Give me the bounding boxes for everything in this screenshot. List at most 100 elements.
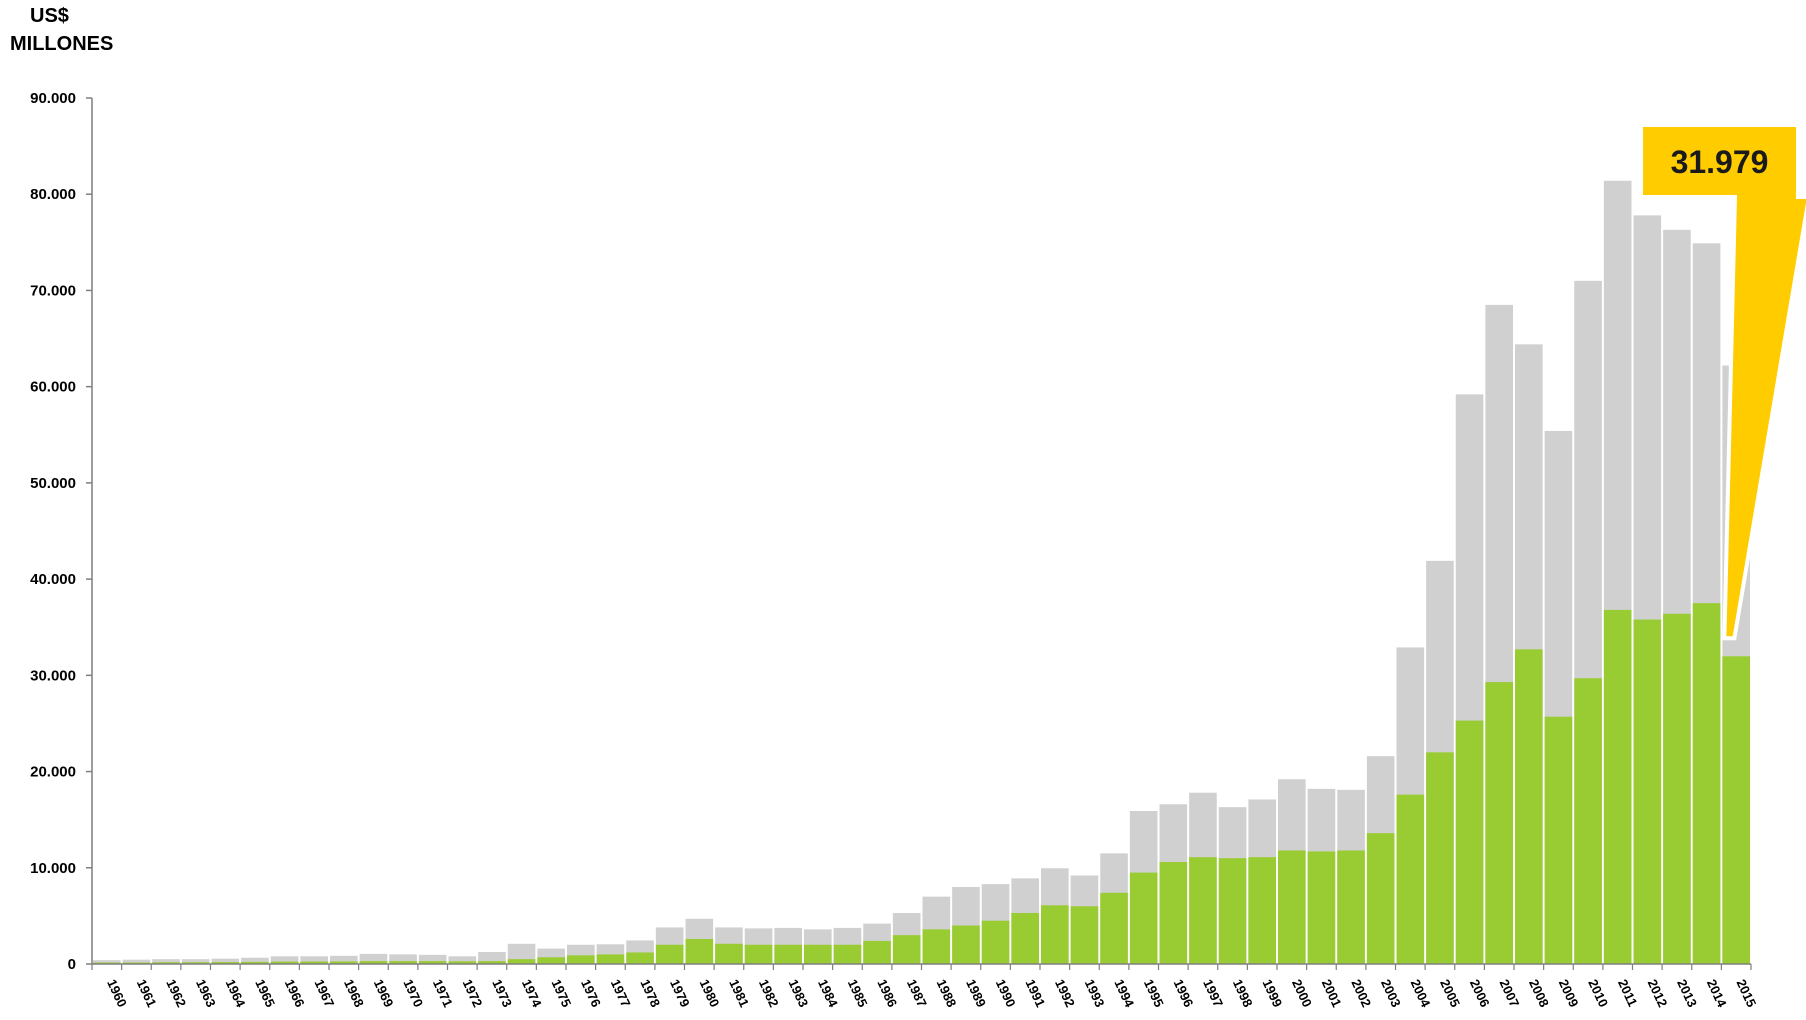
- x-tick-label-2011: 2011: [1615, 977, 1641, 1009]
- y-tick-label: 70.000: [30, 282, 76, 299]
- callout-value: 31.979: [1671, 144, 1769, 180]
- bar-part-1999: [1248, 857, 1276, 964]
- callout-shape: [1639, 123, 1806, 641]
- bar-part-1995: [1129, 872, 1158, 964]
- x-tick-label-2014: 2014: [1704, 977, 1730, 1010]
- bar-part-2015: [1722, 656, 1750, 964]
- bar-part-1980: [685, 938, 714, 964]
- bar-part-1981: [715, 943, 743, 964]
- bar-part-2001: [1307, 851, 1336, 964]
- y-tick-label: 50.000: [30, 475, 76, 492]
- x-tick-label-1995: 1995: [1141, 977, 1167, 1010]
- x-tick-label-1965: 1965: [252, 977, 278, 1010]
- bar-part-1963: [181, 962, 210, 964]
- x-tick-label-2005: 2005: [1437, 977, 1463, 1010]
- bar-part-1970: [389, 961, 417, 964]
- bar-part-1998: [1218, 858, 1247, 964]
- bar-part-1966: [270, 961, 299, 964]
- bar-part-1965: [241, 961, 269, 964]
- bar-total-1973: [478, 951, 506, 964]
- y-tick-label: 10.000: [30, 860, 76, 877]
- bar-part-2005: [1426, 752, 1454, 964]
- x-tick-label-1984: 1984: [815, 977, 841, 1010]
- x-tick-label-2013: 2013: [1674, 977, 1700, 1010]
- bar-total-1964: [211, 958, 240, 964]
- x-tick-label-1993: 1993: [1082, 977, 1108, 1010]
- x-tick-label-1979: 1979: [667, 977, 693, 1010]
- y-ticks: 0 10.000 20.000 30.000 40.000 50.000 60.000 70.…: [30, 90, 92, 973]
- x-tick-label-1967: 1967: [311, 977, 337, 1010]
- x-tick-label-1973: 1973: [489, 977, 515, 1010]
- x-tick-label-1986: 1986: [874, 977, 900, 1010]
- x-tick-label-1991: 1991: [1022, 977, 1048, 1010]
- bar-part-1989: [952, 925, 980, 964]
- bar-part-1994: [1100, 892, 1128, 964]
- x-tick-label-1980: 1980: [697, 977, 723, 1010]
- x-tick-label-1961: 1961: [134, 977, 160, 1010]
- x-tick-label-1975: 1975: [548, 977, 574, 1010]
- x-tick-label-2009: 2009: [1556, 977, 1582, 1010]
- x-tick-label-1969: 1969: [371, 977, 397, 1010]
- y-axis-unit-label-2: MILLONES: [10, 30, 113, 58]
- bar-total-1960: [93, 960, 121, 964]
- bar-part-2011: [1603, 609, 1632, 964]
- x-ticks: 1960 1961 1962 1963 1964 1965 1966 1967 1968 1969…: [91, 964, 1759, 1010]
- bar-total-1969: [359, 953, 388, 964]
- x-tick-label-1999: 1999: [1259, 977, 1285, 1010]
- bar-total-1971: [418, 954, 447, 964]
- x-tick-label-2008: 2008: [1526, 977, 1552, 1010]
- x-tick-label-1974: 1974: [519, 977, 545, 1010]
- y-tick-label: 90.000: [30, 90, 76, 107]
- bar-part-1992: [1041, 905, 1069, 964]
- bar-part-1973: [478, 961, 506, 964]
- x-tick-label-1977: 1977: [608, 977, 634, 1010]
- x-tick-label-2012: 2012: [1645, 977, 1671, 1010]
- x-tick-label-2000: 2000: [1289, 977, 1315, 1010]
- x-tick-label-1988: 1988: [934, 977, 960, 1010]
- bar-part-1986: [863, 940, 891, 964]
- x-tick-label-2015: 2015: [1733, 977, 1759, 1010]
- x-tick-label-1968: 1968: [341, 977, 367, 1010]
- x-tick-label-1996: 1996: [1171, 977, 1197, 1010]
- x-tick-label-1964: 1964: [223, 977, 249, 1010]
- x-tick-label-1963: 1963: [193, 977, 219, 1010]
- bar-total-1968: [330, 955, 358, 964]
- unit-line-1: US$: [30, 5, 69, 27]
- bar-part-1991: [1011, 913, 1039, 964]
- x-tick-label-2002: 2002: [1348, 977, 1374, 1010]
- bar-part-1967: [300, 961, 328, 964]
- bar-part-1988: [922, 929, 951, 964]
- y-tick-label: 20.000: [30, 764, 76, 781]
- y-tick-label: 80.000: [30, 186, 76, 203]
- x-tick-label-1960: 1960: [104, 977, 130, 1010]
- bar-part-1978: [626, 952, 654, 964]
- x-tick-label-1998: 1998: [1230, 977, 1256, 1010]
- x-tick-label-1992: 1992: [1052, 977, 1078, 1010]
- bar-part-1971: [418, 961, 447, 964]
- x-tick-label-2003: 2003: [1378, 977, 1404, 1010]
- x-tick-label-2001: 2001: [1319, 977, 1345, 1010]
- bar-part-2008: [1515, 649, 1543, 964]
- bar-part-2014: [1692, 603, 1721, 964]
- x-tick-label-1971: 1971: [430, 977, 456, 1010]
- bar-part-1982: [744, 944, 773, 964]
- bar-part-1985: [833, 944, 862, 964]
- bar-part-1983: [774, 944, 802, 964]
- bar-total-1961: [122, 959, 151, 964]
- bar-part-1974: [507, 959, 536, 964]
- bar-total-1970: [389, 954, 417, 964]
- x-tick-label-1994: 1994: [1111, 977, 1137, 1010]
- x-tick-label-1972: 1972: [460, 977, 486, 1010]
- bar-part-1976: [567, 955, 595, 964]
- bar-total-1963: [181, 959, 210, 964]
- bar-total-1966: [270, 956, 299, 964]
- x-tick-label-2006: 2006: [1467, 977, 1493, 1010]
- bar-part-2002: [1337, 850, 1365, 964]
- bar-total-1974: [507, 943, 536, 964]
- x-tick-label-1990: 1990: [993, 977, 1019, 1010]
- x-tick-label-1982: 1982: [756, 977, 782, 1010]
- bar-part-2003: [1366, 833, 1395, 964]
- bar-part-2004: [1396, 794, 1425, 964]
- x-tick-label-1989: 1989: [963, 977, 989, 1010]
- x-tick-label-1978: 1978: [637, 977, 663, 1010]
